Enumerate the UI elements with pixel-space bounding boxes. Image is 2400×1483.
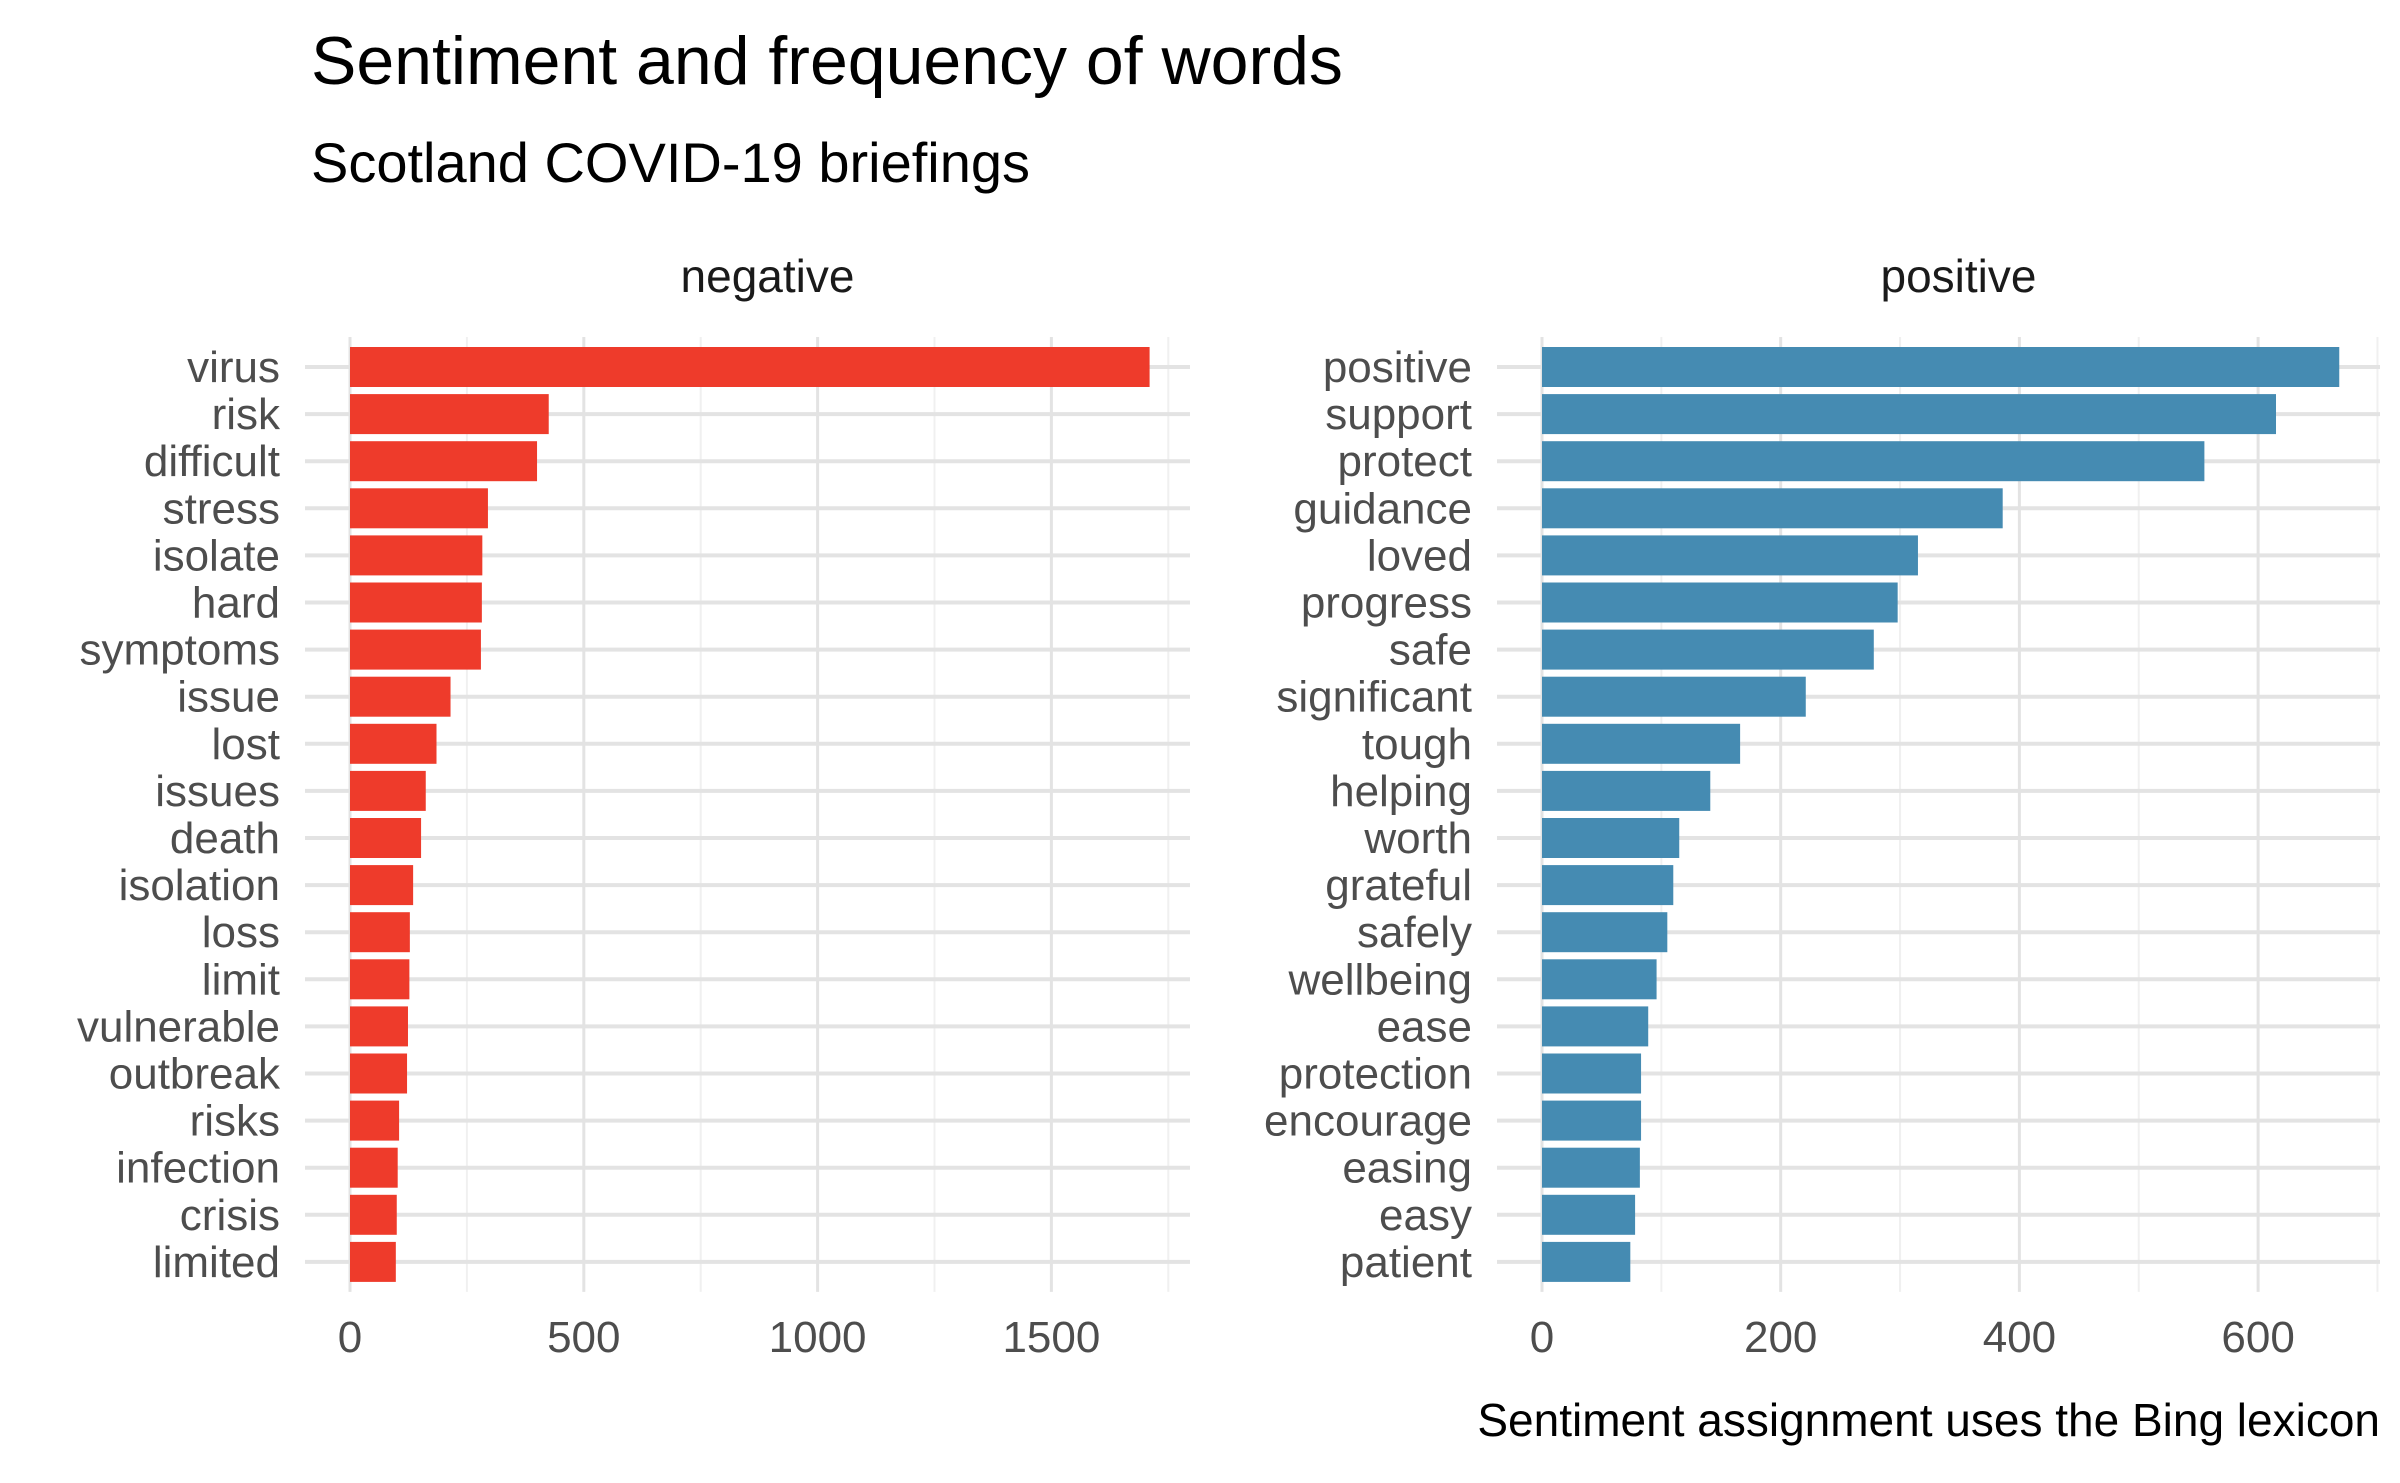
category-label-guidance: guidance — [1293, 484, 1472, 533]
facet-label-negative: negative — [681, 250, 855, 302]
bar-helping — [1542, 770, 1711, 811]
category-label-positive: positive — [1323, 343, 1472, 392]
category-label-limited: limited — [153, 1238, 280, 1287]
bar-risk — [350, 394, 549, 435]
category-label-progress: progress — [1301, 579, 1472, 628]
category-label-issue: issue — [177, 673, 280, 722]
bar-encourage — [1542, 1100, 1642, 1141]
category-label-virus: virus — [187, 343, 280, 392]
bar-guidance — [1542, 488, 2003, 529]
bar-limit — [350, 959, 410, 1000]
bar-symptoms — [350, 629, 481, 670]
bar-loved — [1542, 535, 1918, 576]
category-label-stress: stress — [163, 484, 280, 533]
bar-loss — [350, 912, 410, 953]
category-label-grateful: grateful — [1325, 861, 1472, 910]
category-label-risks: risks — [190, 1097, 280, 1146]
category-label-easy: easy — [1379, 1191, 1472, 1240]
category-label-risk: risk — [212, 390, 281, 439]
bar-difficult — [350, 441, 538, 482]
bar-easy — [1542, 1194, 1636, 1235]
bar-protection — [1542, 1053, 1642, 1094]
bar-wellbeing — [1542, 959, 1657, 1000]
category-label-helping: helping — [1330, 767, 1472, 816]
bar-issue — [350, 676, 451, 717]
category-label-safely: safely — [1357, 908, 1472, 957]
bar-limited — [350, 1241, 396, 1282]
bar-stress — [350, 488, 488, 529]
category-label-symptoms: symptoms — [80, 626, 280, 675]
bar-death — [350, 818, 422, 858]
category-label-patient: patient — [1340, 1238, 1472, 1287]
category-label-hard: hard — [192, 579, 280, 628]
bar-ease — [1542, 1006, 1649, 1047]
x-tick-label-positive: 200 — [1744, 1313, 1817, 1362]
bar-grateful — [1542, 865, 1674, 906]
bar-infection — [350, 1147, 398, 1188]
category-label-protection: protection — [1279, 1050, 1472, 1099]
x-tick-label-negative: 1000 — [769, 1313, 867, 1362]
bar-virus — [350, 347, 1150, 387]
x-tick-label-negative: 1500 — [1002, 1313, 1100, 1362]
bar-tough — [1542, 723, 1741, 764]
category-label-issues: issues — [155, 767, 280, 816]
x-tick-label-positive: 400 — [1983, 1313, 2056, 1362]
bar-outbreak — [350, 1053, 408, 1094]
category-label-protect: protect — [1337, 437, 1472, 486]
category-label-tough: tough — [1362, 720, 1472, 769]
category-label-loved: loved — [1367, 531, 1472, 580]
bar-isolate — [350, 535, 483, 576]
bar-lost — [350, 723, 437, 764]
panel-negative: negative virusriskdifficultstressisolateh… — [77, 250, 1190, 1362]
bar-worth — [1542, 818, 1680, 858]
category-label-support: support — [1325, 390, 1472, 439]
bar-easing — [1542, 1147, 1640, 1188]
bar-risks — [350, 1100, 400, 1141]
bar-safely — [1542, 912, 1668, 953]
category-label-vulnerable: vulnerable — [77, 1002, 280, 1051]
bar-crisis — [350, 1194, 397, 1235]
category-label-encourage: encourage — [1264, 1097, 1472, 1146]
category-label-wellbeing: wellbeing — [1288, 955, 1472, 1004]
category-label-limit: limit — [202, 955, 280, 1004]
category-label-difficult: difficult — [144, 437, 280, 486]
bar-progress — [1542, 582, 1898, 623]
category-label-ease: ease — [1377, 1002, 1472, 1051]
x-tick-label-positive: 600 — [2221, 1313, 2294, 1362]
bar-patient — [1542, 1241, 1631, 1282]
bar-significant — [1542, 676, 1806, 717]
category-label-isolate: isolate — [153, 531, 280, 580]
bar-safe — [1542, 629, 1874, 670]
category-label-isolation: isolation — [119, 861, 280, 910]
bar-support — [1542, 394, 2277, 435]
category-label-worth: worth — [1363, 814, 1472, 863]
category-label-death: death — [170, 814, 280, 863]
chart-caption: Sentiment assignment uses the Bing lexic… — [1477, 1394, 2380, 1446]
category-label-significant: significant — [1276, 673, 1472, 722]
bar-protect — [1542, 441, 2205, 482]
category-label-infection: infection — [116, 1144, 280, 1193]
bar-isolation — [350, 865, 414, 906]
facet-label-positive: positive — [1881, 250, 2037, 302]
x-tick-label-positive: 0 — [1530, 1313, 1554, 1362]
category-label-easing: easing — [1342, 1144, 1472, 1193]
bar-positive — [1542, 347, 2340, 387]
bar-issues — [350, 770, 426, 811]
category-label-crisis: crisis — [180, 1191, 280, 1240]
category-label-loss: loss — [202, 908, 280, 957]
category-label-lost: lost — [212, 720, 280, 769]
category-label-outbreak: outbreak — [109, 1050, 281, 1099]
x-tick-label-negative: 0 — [338, 1313, 362, 1362]
chart-subtitle: Scotland COVID-19 briefings — [311, 131, 1031, 194]
bar-hard — [350, 582, 482, 623]
chart-title: Sentiment and frequency of words — [311, 23, 1343, 99]
panel-positive: positivepositivesupportprotectguidancelo… — [1264, 250, 2380, 1362]
x-tick-label-negative: 500 — [547, 1313, 620, 1362]
category-label-safe: safe — [1389, 626, 1472, 675]
bar-vulnerable — [350, 1006, 408, 1047]
